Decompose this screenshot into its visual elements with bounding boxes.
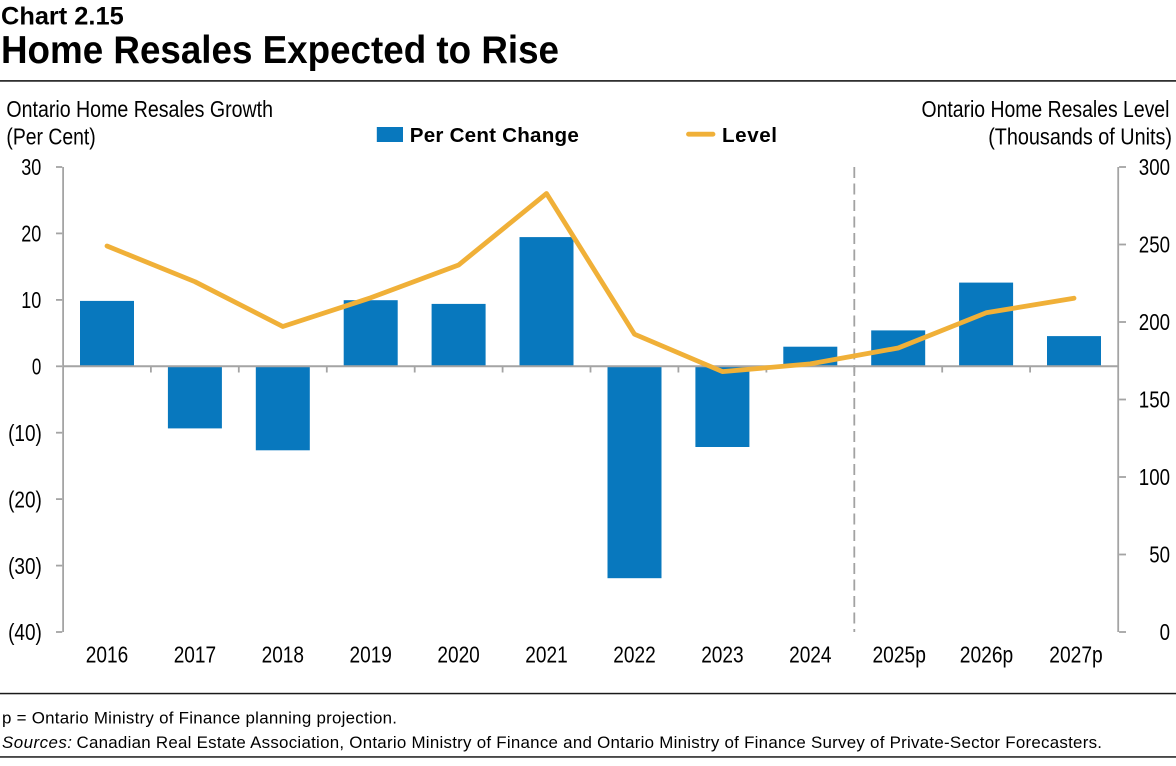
svg-text:100: 100 [1139, 464, 1170, 490]
svg-text:10: 10 [21, 287, 41, 313]
svg-text:Canadian Real Estate Associati: Canadian Real Estate Association, Ontari… [77, 733, 1103, 752]
svg-text:(20): (20) [8, 486, 42, 512]
svg-text:0: 0 [32, 354, 41, 380]
svg-text:(Per Cent): (Per Cent) [6, 124, 95, 150]
svg-text:(Thousands of Units): (Thousands of Units) [988, 124, 1172, 150]
svg-text:0: 0 [1160, 619, 1170, 645]
svg-text:(10): (10) [8, 420, 42, 446]
svg-text:2020: 2020 [437, 642, 479, 668]
svg-text:150: 150 [1139, 387, 1170, 413]
svg-text:2025p: 2025p [873, 642, 926, 668]
svg-text:30: 30 [21, 154, 41, 180]
svg-text:(40): (40) [8, 619, 42, 645]
svg-text:2024: 2024 [789, 642, 831, 668]
svg-text:Ontario Home Resales Growth: Ontario Home Resales Growth [6, 96, 273, 122]
svg-text:50: 50 [1149, 542, 1170, 568]
svg-text:2027p: 2027p [1049, 642, 1102, 668]
svg-text:2023: 2023 [701, 642, 743, 668]
svg-text:2021: 2021 [525, 642, 567, 668]
svg-text:Home Resales Expected to Rise: Home Resales Expected to Rise [1, 29, 559, 72]
svg-text:250: 250 [1139, 232, 1170, 258]
svg-text:Per Cent Change: Per Cent Change [410, 124, 579, 147]
svg-text:Chart 2.15: Chart 2.15 [1, 3, 124, 31]
svg-text:2017: 2017 [174, 642, 216, 668]
svg-text:200: 200 [1139, 309, 1170, 335]
svg-text:20: 20 [21, 221, 41, 247]
svg-text:2019: 2019 [350, 642, 392, 668]
svg-text:p = Ontario Ministry of Financ: p = Ontario Ministry of Finance planning… [2, 709, 397, 728]
svg-text:2022: 2022 [613, 642, 655, 668]
svg-text:Sources:: Sources: [2, 733, 72, 752]
svg-text:2018: 2018 [262, 642, 304, 668]
svg-text:(30): (30) [8, 553, 42, 579]
svg-text:Ontario Home Resales Level: Ontario Home Resales Level [922, 96, 1170, 122]
svg-text:2016: 2016 [86, 642, 128, 668]
svg-text:2026p: 2026p [960, 642, 1013, 668]
svg-text:Level: Level [722, 124, 777, 147]
svg-text:300: 300 [1139, 154, 1170, 180]
